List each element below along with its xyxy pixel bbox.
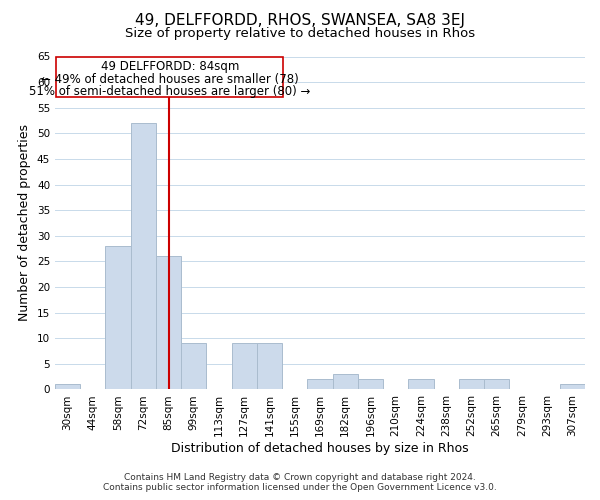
Y-axis label: Number of detached properties: Number of detached properties xyxy=(18,124,31,322)
Text: 49 DELFFORDD: 84sqm: 49 DELFFORDD: 84sqm xyxy=(101,60,239,73)
X-axis label: Distribution of detached houses by size in Rhos: Distribution of detached houses by size … xyxy=(171,442,469,455)
Text: 51% of semi-detached houses are larger (80) →: 51% of semi-detached houses are larger (… xyxy=(29,86,310,98)
Bar xyxy=(181,344,206,390)
Bar xyxy=(459,379,484,390)
Bar xyxy=(55,384,80,390)
Text: Size of property relative to detached houses in Rhos: Size of property relative to detached ho… xyxy=(125,28,475,40)
Bar xyxy=(560,384,585,390)
Bar xyxy=(257,344,282,390)
Bar xyxy=(332,374,358,390)
FancyBboxPatch shape xyxy=(56,56,283,98)
Text: ← 49% of detached houses are smaller (78): ← 49% of detached houses are smaller (78… xyxy=(41,72,299,86)
Text: 49, DELFFORDD, RHOS, SWANSEA, SA8 3EJ: 49, DELFFORDD, RHOS, SWANSEA, SA8 3EJ xyxy=(135,12,465,28)
Bar xyxy=(484,379,509,390)
Bar xyxy=(131,123,156,390)
Bar xyxy=(358,379,383,390)
Bar xyxy=(232,344,257,390)
Bar xyxy=(106,246,131,390)
Bar xyxy=(156,256,181,390)
Bar xyxy=(307,379,332,390)
Text: Contains HM Land Registry data © Crown copyright and database right 2024.
Contai: Contains HM Land Registry data © Crown c… xyxy=(103,473,497,492)
Bar xyxy=(409,379,434,390)
